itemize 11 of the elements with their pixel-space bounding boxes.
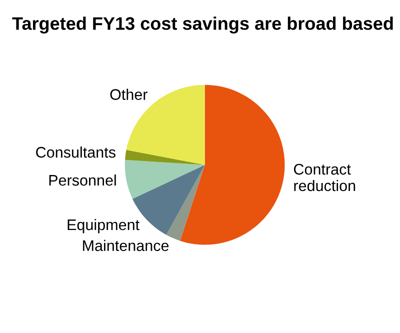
slice-label: Maintenance (83, 240, 169, 252)
slice-label: Consultants (36, 146, 116, 158)
pie-slice (125, 150, 205, 165)
slice-label: Contract reduction (294, 164, 356, 192)
slice-label: Other (110, 88, 148, 100)
pie-slice (166, 164, 205, 241)
pie-slice (124, 160, 205, 199)
chart-title: Targeted FY13 cost savings are broad based (12, 16, 393, 34)
slice-label: Equipment (68, 218, 140, 234)
pie-slice (180, 84, 285, 245)
slice-label: Personnel (49, 174, 116, 186)
